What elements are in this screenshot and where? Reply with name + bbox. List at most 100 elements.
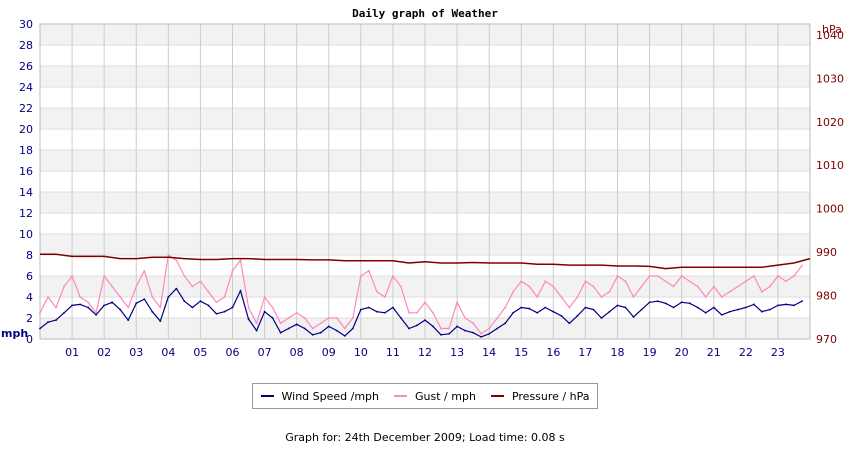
- x-tick-label: 17: [578, 346, 592, 359]
- data-point-gust-mph: [287, 317, 290, 319]
- data-point-gust-mph: [560, 296, 563, 298]
- x-tick-label: 02: [97, 346, 111, 359]
- data-point-gust-mph: [375, 290, 378, 293]
- data-point-wind-speed-mph: [191, 306, 194, 309]
- data-point-gust-mph: [777, 275, 779, 277]
- x-tick-label: 11: [386, 346, 400, 359]
- data-point-gust-mph: [255, 322, 258, 325]
- x-tick-label: 13: [450, 346, 464, 359]
- data-point-gust-mph: [71, 275, 73, 277]
- data-point-gust-mph: [103, 275, 106, 277]
- data-point-wind-speed-mph: [207, 304, 210, 307]
- y-left-tick-label: 6: [26, 270, 33, 283]
- data-point-wind-speed-mph: [632, 316, 635, 318]
- x-tick-label: 21: [707, 346, 721, 359]
- data-point-wind-speed-mph: [744, 306, 747, 309]
- data-point-wind-speed-mph: [504, 322, 507, 325]
- data-point-gust-mph: [752, 275, 755, 277]
- data-point-gust-mph: [263, 296, 266, 298]
- data-point-wind-speed-mph: [295, 323, 298, 326]
- y-left-tick-label: 28: [19, 39, 33, 52]
- legend-swatch-pressure: [490, 395, 504, 397]
- data-point-wind-speed-mph: [375, 310, 378, 313]
- data-point-gust-mph: [351, 317, 354, 319]
- data-point-gust-mph: [111, 285, 114, 288]
- data-point-wind-speed-mph: [552, 310, 555, 313]
- data-point-gust-mph: [720, 296, 723, 298]
- data-point-gust-mph: [552, 285, 555, 288]
- data-point-wind-speed-mph: [424, 319, 426, 321]
- y-left-tick-label: 24: [19, 81, 33, 94]
- data-point-gust-mph: [744, 280, 747, 283]
- y-right-tick-label: 990: [816, 246, 837, 259]
- data-point-gust-mph: [87, 301, 90, 304]
- data-point-wind-speed-mph: [736, 308, 739, 311]
- data-point-wind-speed-mph: [199, 300, 202, 303]
- data-point-gust-mph: [632, 296, 635, 298]
- data-point-wind-speed-mph: [624, 306, 627, 309]
- data-point-wind-speed-mph: [600, 317, 603, 319]
- x-tick-label: 09: [322, 346, 336, 359]
- plot-border: [39, 23, 811, 340]
- data-point-wind-speed-mph: [95, 313, 98, 316]
- data-point-gust-mph: [47, 296, 49, 298]
- y-left-tick-label: 14: [19, 186, 33, 199]
- data-point-gust-mph: [247, 306, 250, 309]
- series-line-wind-speed-mph: [39, 288, 803, 338]
- y-left-tick-label: 22: [19, 102, 33, 115]
- y-right-tick-label: 1000: [816, 203, 844, 216]
- data-point-wind-speed-mph: [271, 317, 274, 319]
- chart-legend: Wind Speed /mph Gust / mph Pressure / hP…: [252, 383, 598, 409]
- data-point-wind-speed-mph: [215, 312, 218, 315]
- x-tick-label: 07: [258, 346, 272, 359]
- data-point-wind-speed-mph: [616, 304, 619, 307]
- x-tick-label: 22: [739, 346, 753, 359]
- data-point-wind-speed-mph: [704, 311, 707, 314]
- data-point-gust-mph: [367, 269, 370, 272]
- data-point-gust-mph: [456, 301, 458, 304]
- data-point-wind-speed-mph: [79, 303, 82, 306]
- data-point-wind-speed-mph: [448, 332, 450, 335]
- data-point-wind-speed-mph: [480, 336, 483, 338]
- y-left-tick-label: 20: [19, 123, 33, 136]
- x-tick-label: 20: [675, 346, 689, 359]
- data-point-gust-mph: [528, 285, 531, 288]
- data-point-gust-mph: [424, 301, 426, 304]
- data-point-wind-speed-mph: [640, 308, 643, 311]
- chart-title: Daily graph of Weather: [352, 7, 498, 20]
- data-point-gust-mph: [119, 296, 122, 298]
- y-left-tick-label: 12: [19, 207, 33, 220]
- data-point-gust-mph: [704, 296, 707, 298]
- data-point-gust-mph: [143, 269, 146, 272]
- data-point-gust-mph: [504, 306, 507, 309]
- data-point-wind-speed-mph: [712, 306, 715, 309]
- legend-swatch-gust: [394, 395, 408, 397]
- data-point-wind-speed-mph: [263, 310, 266, 313]
- data-point-wind-speed-mph: [63, 311, 65, 314]
- data-point-wind-speed-mph: [496, 327, 499, 330]
- data-point-gust-mph: [688, 280, 691, 283]
- data-point-wind-speed-mph: [223, 310, 226, 313]
- data-point-gust-mph: [400, 285, 402, 288]
- y-left-tick-label: 18: [19, 144, 33, 157]
- y-left-tick-label: 30: [19, 18, 33, 31]
- data-point-gust-mph: [167, 254, 170, 256]
- data-point-wind-speed-mph: [464, 329, 467, 332]
- data-point-gust-mph: [592, 285, 595, 288]
- data-point-wind-speed-mph: [103, 304, 106, 307]
- data-point-gust-mph: [472, 322, 475, 325]
- y-right-tick-label: 1040: [816, 29, 844, 42]
- data-point-gust-mph: [680, 275, 683, 277]
- x-tick-label: 10: [354, 346, 368, 359]
- data-point-gust-mph: [520, 280, 523, 283]
- x-tick-label: 19: [643, 346, 657, 359]
- data-point-wind-speed-mph: [167, 296, 170, 298]
- data-point-gust-mph: [295, 311, 298, 314]
- data-point-wind-speed-mph: [785, 303, 787, 306]
- data-point-gust-mph: [408, 311, 410, 314]
- data-point-gust-mph: [159, 306, 162, 309]
- data-point-gust-mph: [608, 290, 611, 293]
- legend-label-pressure: Pressure / hPa: [511, 389, 590, 403]
- data-point-gust-mph: [568, 306, 571, 309]
- data-point-wind-speed-mph: [672, 306, 675, 309]
